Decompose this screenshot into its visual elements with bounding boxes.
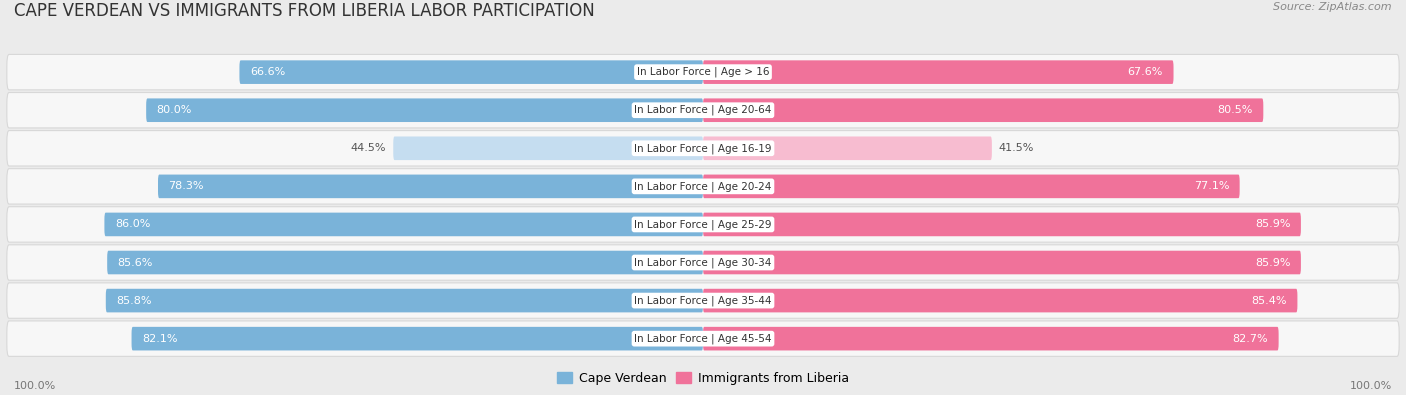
FancyBboxPatch shape bbox=[703, 289, 1298, 312]
FancyBboxPatch shape bbox=[7, 283, 1399, 318]
Text: 82.7%: 82.7% bbox=[1233, 334, 1268, 344]
FancyBboxPatch shape bbox=[394, 137, 703, 160]
FancyBboxPatch shape bbox=[703, 175, 1240, 198]
Text: 85.6%: 85.6% bbox=[118, 258, 153, 267]
FancyBboxPatch shape bbox=[105, 289, 703, 312]
Text: 100.0%: 100.0% bbox=[1350, 381, 1392, 391]
FancyBboxPatch shape bbox=[7, 131, 1399, 166]
Text: In Labor Force | Age 20-24: In Labor Force | Age 20-24 bbox=[634, 181, 772, 192]
Text: 82.1%: 82.1% bbox=[142, 334, 177, 344]
Text: 41.5%: 41.5% bbox=[998, 143, 1035, 153]
Text: 44.5%: 44.5% bbox=[352, 143, 387, 153]
FancyBboxPatch shape bbox=[7, 321, 1399, 356]
FancyBboxPatch shape bbox=[703, 327, 1278, 350]
FancyBboxPatch shape bbox=[239, 60, 703, 84]
Text: In Labor Force | Age 35-44: In Labor Force | Age 35-44 bbox=[634, 295, 772, 306]
Text: 77.1%: 77.1% bbox=[1194, 181, 1229, 191]
FancyBboxPatch shape bbox=[146, 98, 703, 122]
Text: 85.9%: 85.9% bbox=[1256, 258, 1291, 267]
Text: In Labor Force | Age 16-19: In Labor Force | Age 16-19 bbox=[634, 143, 772, 154]
FancyBboxPatch shape bbox=[7, 207, 1399, 242]
Text: 66.6%: 66.6% bbox=[250, 67, 285, 77]
Text: In Labor Force | Age 20-64: In Labor Force | Age 20-64 bbox=[634, 105, 772, 115]
Text: CAPE VERDEAN VS IMMIGRANTS FROM LIBERIA LABOR PARTICIPATION: CAPE VERDEAN VS IMMIGRANTS FROM LIBERIA … bbox=[14, 2, 595, 20]
Text: In Labor Force | Age 25-29: In Labor Force | Age 25-29 bbox=[634, 219, 772, 229]
FancyBboxPatch shape bbox=[703, 251, 1301, 274]
FancyBboxPatch shape bbox=[703, 60, 1174, 84]
FancyBboxPatch shape bbox=[7, 169, 1399, 204]
FancyBboxPatch shape bbox=[7, 55, 1399, 90]
Text: In Labor Force | Age > 16: In Labor Force | Age > 16 bbox=[637, 67, 769, 77]
FancyBboxPatch shape bbox=[104, 213, 703, 236]
Text: 80.0%: 80.0% bbox=[156, 105, 193, 115]
Text: 80.5%: 80.5% bbox=[1218, 105, 1253, 115]
FancyBboxPatch shape bbox=[132, 327, 703, 350]
FancyBboxPatch shape bbox=[7, 92, 1399, 128]
Text: 67.6%: 67.6% bbox=[1128, 67, 1163, 77]
Text: 86.0%: 86.0% bbox=[115, 220, 150, 229]
Text: In Labor Force | Age 30-34: In Labor Force | Age 30-34 bbox=[634, 257, 772, 268]
FancyBboxPatch shape bbox=[703, 98, 1264, 122]
FancyBboxPatch shape bbox=[703, 213, 1301, 236]
Text: 100.0%: 100.0% bbox=[14, 381, 56, 391]
Legend: Cape Verdean, Immigrants from Liberia: Cape Verdean, Immigrants from Liberia bbox=[557, 372, 849, 385]
FancyBboxPatch shape bbox=[703, 137, 991, 160]
FancyBboxPatch shape bbox=[7, 245, 1399, 280]
Text: 85.9%: 85.9% bbox=[1256, 220, 1291, 229]
FancyBboxPatch shape bbox=[107, 251, 703, 274]
Text: 78.3%: 78.3% bbox=[169, 181, 204, 191]
Text: 85.4%: 85.4% bbox=[1251, 295, 1286, 306]
Text: 85.8%: 85.8% bbox=[117, 295, 152, 306]
Text: Source: ZipAtlas.com: Source: ZipAtlas.com bbox=[1274, 2, 1392, 12]
FancyBboxPatch shape bbox=[157, 175, 703, 198]
Text: In Labor Force | Age 45-54: In Labor Force | Age 45-54 bbox=[634, 333, 772, 344]
